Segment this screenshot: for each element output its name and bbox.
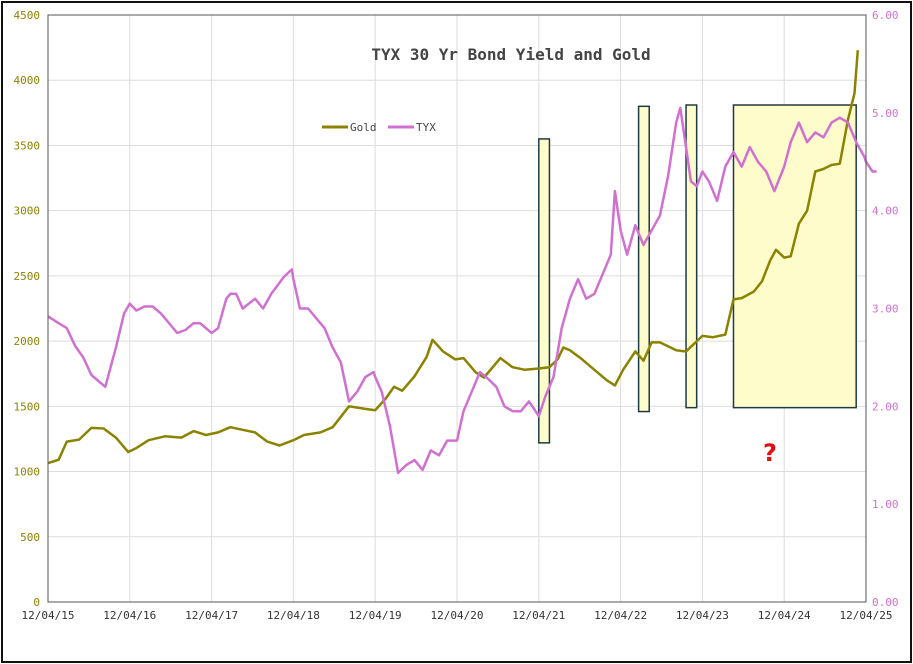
y-right-tick-label: 0.00 bbox=[872, 596, 899, 609]
x-tick-label: 12/04/20 bbox=[431, 609, 484, 622]
legend-label-tyx: TYX bbox=[416, 121, 436, 134]
legend: Gold TYX bbox=[322, 121, 436, 134]
axes: 0 500 1000 1500 2000 2500 3000 3500 4000 4500 0.00… bbox=[14, 9, 899, 622]
plot-border bbox=[47, 14, 867, 603]
legend-label-gold: Gold bbox=[350, 121, 377, 134]
x-tick-label: 12/04/24 bbox=[758, 609, 811, 622]
question-annotation: ? bbox=[763, 439, 777, 467]
y-right-tick-label: 4.00 bbox=[872, 205, 899, 218]
x-tick-label: 12/04/16 bbox=[103, 609, 156, 622]
y-left-tick-label: 2000 bbox=[14, 335, 41, 348]
x-tick-label: 12/04/17 bbox=[185, 609, 238, 622]
y-right-tick-label: 1.00 bbox=[872, 498, 899, 511]
highlight-box bbox=[685, 104, 698, 409]
x-tick-label: 12/04/15 bbox=[22, 609, 75, 622]
y-left-tick-label: 4000 bbox=[14, 74, 41, 87]
y-right-tick-label: 3.00 bbox=[872, 303, 899, 316]
y-left-tick-label: 3500 bbox=[14, 139, 41, 152]
x-tick-label: 12/04/22 bbox=[594, 609, 647, 622]
y-right-tick-label: 5.00 bbox=[872, 107, 899, 120]
y-left-tick-label: 0 bbox=[33, 596, 40, 609]
y-left-tick-label: 1500 bbox=[14, 400, 41, 413]
series-line-gold bbox=[47, 50, 860, 465]
y-right-tick-label: 6.00 bbox=[872, 9, 899, 22]
chart-title: TYX 30 Yr Bond Yield and Gold bbox=[371, 45, 650, 64]
y-left-tick-label: 1000 bbox=[14, 466, 41, 479]
series-lines bbox=[47, 50, 877, 475]
y-left-tick-label: 500 bbox=[20, 531, 40, 544]
y-left-tick-label: 4500 bbox=[14, 9, 41, 22]
highlight-box bbox=[637, 105, 650, 413]
y-left-tick-label: 2500 bbox=[14, 270, 41, 283]
x-tick-label: 12/04/23 bbox=[676, 609, 729, 622]
series-line-tyx bbox=[47, 106, 877, 475]
x-tick-label: 12/04/19 bbox=[349, 609, 402, 622]
x-tick-label: 12/04/18 bbox=[267, 609, 320, 622]
y-right-tick-label: 2.00 bbox=[872, 400, 899, 413]
x-tick-label: 12/04/25 bbox=[840, 609, 893, 622]
highlight-boxes bbox=[538, 104, 857, 444]
highlight-box bbox=[538, 138, 551, 444]
x-tick-label: 12/04/21 bbox=[512, 609, 565, 622]
y-left-tick-label: 3000 bbox=[14, 205, 41, 218]
grid-lines bbox=[48, 15, 866, 602]
